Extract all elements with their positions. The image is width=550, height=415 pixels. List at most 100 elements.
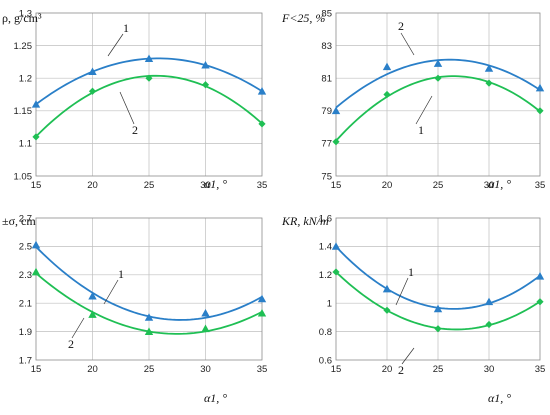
curve-label-density-2: 2 (132, 123, 138, 137)
ytick-label: 75 (321, 171, 332, 182)
plot-frame (35, 217, 263, 361)
series-2-point (31, 267, 41, 276)
xtick-label: 30 (200, 364, 211, 375)
ytick-label: 1.3 (19, 8, 32, 19)
xtick-label: 30 (484, 364, 495, 375)
ytick-label: 85 (321, 8, 332, 19)
xlabel-density: α1, ° (204, 177, 227, 191)
series-1-point (88, 291, 97, 300)
ytick-label: 2.5 (19, 242, 32, 253)
ytick-label: 1.25 (14, 41, 33, 52)
series-1-point (201, 60, 210, 69)
ytick-label: 0.6 (319, 355, 332, 366)
xtick-label: 25 (144, 180, 155, 191)
xtick-label: 30 (200, 180, 211, 191)
series-2-point (201, 324, 210, 333)
series-1-point (88, 67, 97, 76)
xlabel-sigma: α1, ° (204, 391, 227, 405)
ytick-label: 1.1 (19, 139, 32, 150)
series-1-point (201, 308, 210, 317)
label-leaders (71, 32, 433, 365)
curve-label-density-1: 1 (123, 21, 129, 35)
ytick-label: 1.05 (14, 171, 33, 182)
xtick-label: 20 (87, 180, 98, 191)
leader-sigma-1 (103, 279, 119, 305)
series-2-point (258, 120, 266, 128)
series-1-point (434, 74, 442, 82)
leader-fraction-1 (415, 95, 433, 125)
xtick-label: 25 (433, 180, 444, 191)
series-1-point (535, 272, 545, 280)
xtick-label: 15 (31, 180, 42, 191)
xtick-label: 35 (257, 180, 268, 191)
ytick-label: 1.4 (319, 242, 332, 253)
series-2-point (201, 81, 210, 89)
ytick-label: 79 (321, 106, 332, 117)
ytick-label: 1.9 (19, 327, 32, 338)
xtick-label: 20 (382, 180, 393, 191)
ytick-label: 1.7 (19, 355, 32, 366)
leader-fraction-2 (400, 32, 415, 56)
series-2-point (536, 298, 544, 306)
series-2-point (144, 327, 154, 335)
series-1-point (485, 79, 493, 87)
xtick-label: 15 (331, 364, 342, 375)
xtick-label: 35 (257, 364, 268, 375)
series-2-point (32, 133, 40, 141)
series-1-point (31, 240, 41, 249)
series-2-point (535, 83, 545, 92)
panel-density: 1.05 1.1 1.15 1.2 1.25 1.3 15 20 25 30 35 (14, 8, 268, 191)
xtick-label: 35 (535, 364, 546, 375)
leader-kr-2 (401, 347, 415, 365)
ylabel-fraction: F<25, % (281, 11, 325, 25)
xtick-label: 35 (535, 180, 546, 191)
series-2-point (331, 106, 341, 115)
curve-label-fraction-1: 1 (418, 123, 424, 137)
series-2-point (88, 310, 97, 318)
ytick-label: 83 (321, 41, 332, 52)
plot-frame (335, 217, 541, 361)
ytick-label: 2.7 (19, 213, 32, 224)
ylabel-sigma: ±σ, cm (2, 214, 36, 228)
curve-label-fraction-2: 2 (398, 19, 404, 33)
ytick-label: 2.3 (19, 270, 32, 281)
leader-kr-1 (395, 277, 409, 306)
plot-frame (335, 12, 541, 177)
leader-density-2 (119, 91, 135, 125)
panel-kr: 0.6 0.8 1 1.2 1.4 1.6 15 20 25 30 35 (319, 213, 546, 375)
ytick-label: 81 (321, 74, 332, 85)
ytick-label: 1 (327, 299, 332, 310)
xlabel-kr: α1, ° (488, 391, 511, 405)
panel-sigma: 1.7 1.9 2.1 2.3 2.5 2.7 15 20 25 30 35 (19, 213, 268, 375)
series-1-point (332, 138, 340, 146)
series-2-point (257, 308, 267, 317)
ytick-label: 1.15 (14, 106, 33, 117)
series-1-point (382, 284, 392, 293)
series-2-point (485, 320, 493, 329)
series-1-point (484, 297, 494, 306)
panel-fraction: 75 77 79 81 83 85 15 20 25 30 35 (321, 8, 545, 191)
xlabel-fraction: α1, ° (488, 177, 511, 191)
series-1-point (144, 54, 154, 62)
series-1-point (331, 242, 341, 250)
series-2-point (434, 325, 442, 333)
series-2-point (382, 62, 392, 71)
series-1-point (383, 90, 391, 99)
ylabel-kr: KR, kN/m (281, 214, 329, 228)
series-2-point (484, 64, 494, 72)
xtick-label: 20 (382, 364, 393, 375)
curve-label-kr-1: 1 (408, 265, 414, 279)
xtick-label: 25 (144, 364, 155, 375)
series-1-point (536, 107, 544, 115)
ytick-label: 2.1 (19, 299, 32, 310)
series-2-point (433, 59, 443, 67)
series-1-point (257, 87, 267, 95)
ytick-label: 1.2 (19, 74, 32, 85)
series-1-point (31, 100, 41, 108)
xtick-label: 30 (484, 180, 495, 191)
ytick-label: 77 (321, 139, 332, 150)
series-2-point (332, 268, 340, 276)
xtick-label: 15 (331, 180, 342, 191)
series-2-point (383, 306, 391, 314)
